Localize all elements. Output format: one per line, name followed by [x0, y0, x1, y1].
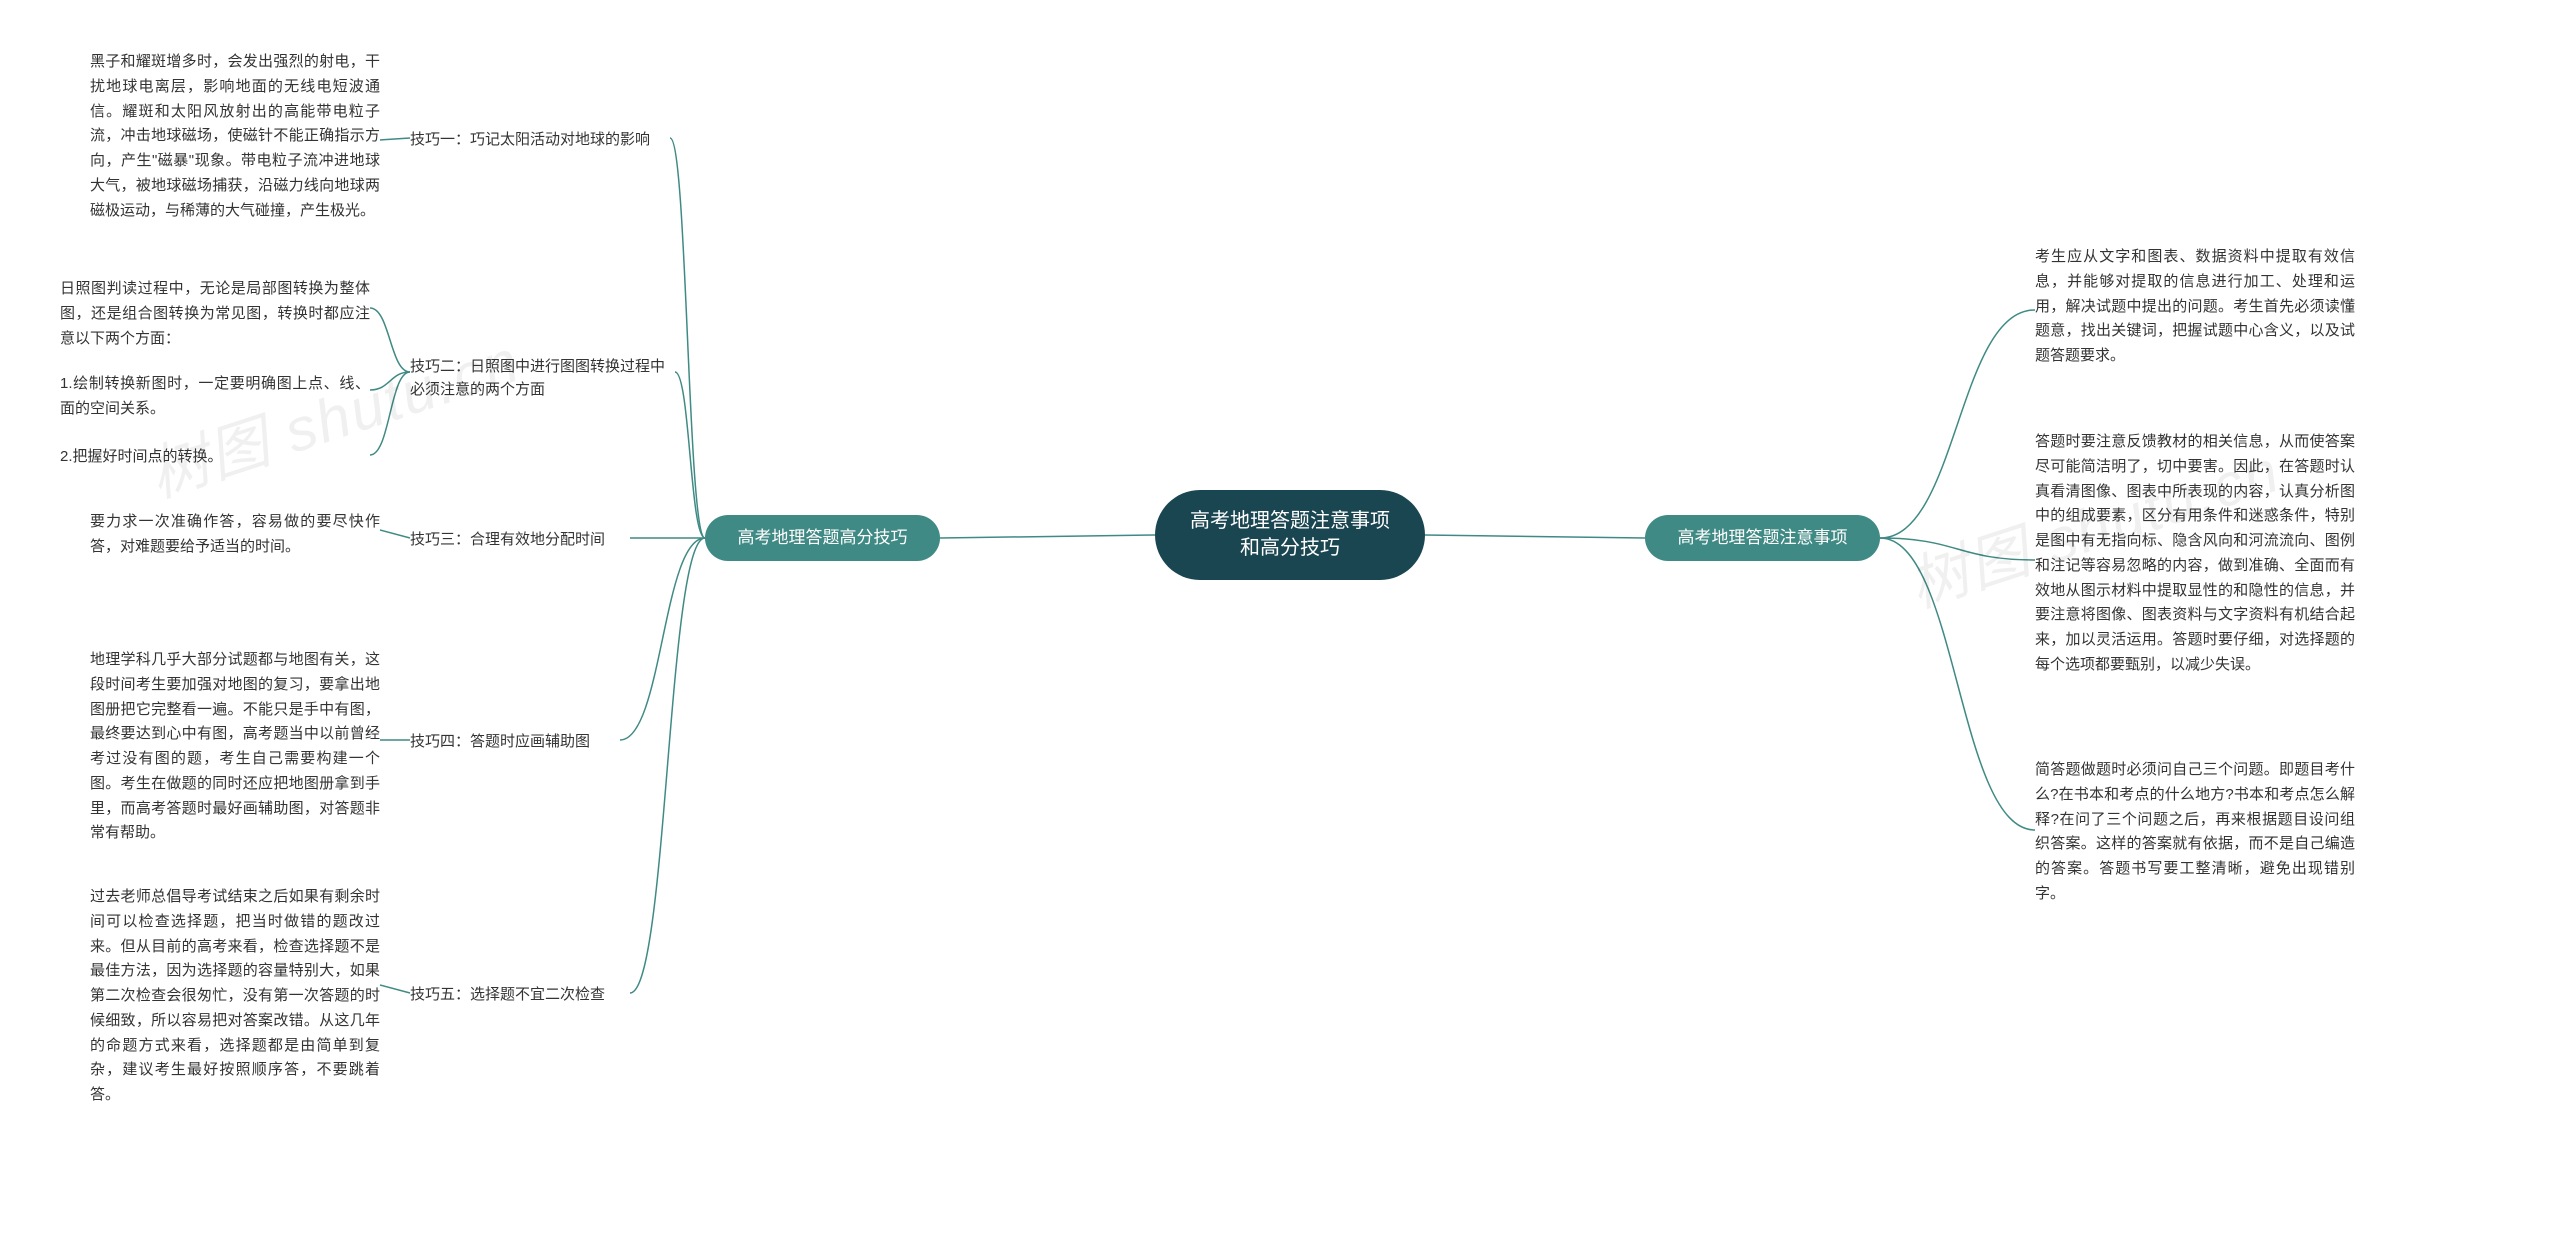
tip-1-detail: 黑子和耀斑增多时，会发出强烈的射电，干扰地球电离层，影响地面的无线电短波通信。耀…: [90, 50, 380, 223]
tip-2-detail-intro: 日照图判读过程中，无论是局部图转换为整体图，还是组合图转换为常见图，转换时都应注…: [60, 277, 370, 351]
tip-3-detail: 要力求一次准确作答，容易做的要尽快作答，对难题要给予适当的时间。: [90, 510, 380, 560]
mindmap-root: 高考地理答题注意事项和高分技巧: [1155, 490, 1425, 580]
tip-2-label: 技巧二：日照图中进行图图转换过程中必须注意的两个方面: [410, 355, 675, 402]
branch-attention-points: 高考地理答题注意事项: [1645, 515, 1880, 561]
tip-4-detail: 地理学科几乎大部分试题都与地图有关，这段时间考生要加强对地图的复习，要拿出地图册…: [90, 648, 380, 846]
attention-note-2: 答题时要注意反馈教材的相关信息，从而使答案尽可能简洁明了，切中要害。因此，在答题…: [2035, 430, 2355, 678]
tip-3-label: 技巧三：合理有效地分配时间: [410, 528, 630, 551]
tip-5-detail: 过去老师总倡导考试结束之后如果有剩余时间可以检查选择题，把当时做错的题改过来。但…: [90, 885, 380, 1108]
tip-2-detail-1: 1.绘制转换新图时，一定要明确图上点、线、面的空间关系。: [60, 372, 370, 422]
attention-note-3: 简答题做题时必须问自己三个问题。即题目考什么?在书本和考点的什么地方?书本和考点…: [2035, 758, 2355, 907]
tip-5-label: 技巧五：选择题不宜二次检查: [410, 983, 630, 1006]
tip-2-detail-2: 2.把握好时间点的转换。: [60, 445, 370, 470]
tip-1-label: 技巧一：巧记太阳活动对地球的影响: [410, 128, 670, 151]
attention-note-1: 考生应从文字和图表、数据资料中提取有效信息，并能够对提取的信息进行加工、处理和运…: [2035, 245, 2355, 369]
branch-high-score-tips: 高考地理答题高分技巧: [705, 515, 940, 561]
tip-4-label: 技巧四：答题时应画辅助图: [410, 730, 620, 753]
